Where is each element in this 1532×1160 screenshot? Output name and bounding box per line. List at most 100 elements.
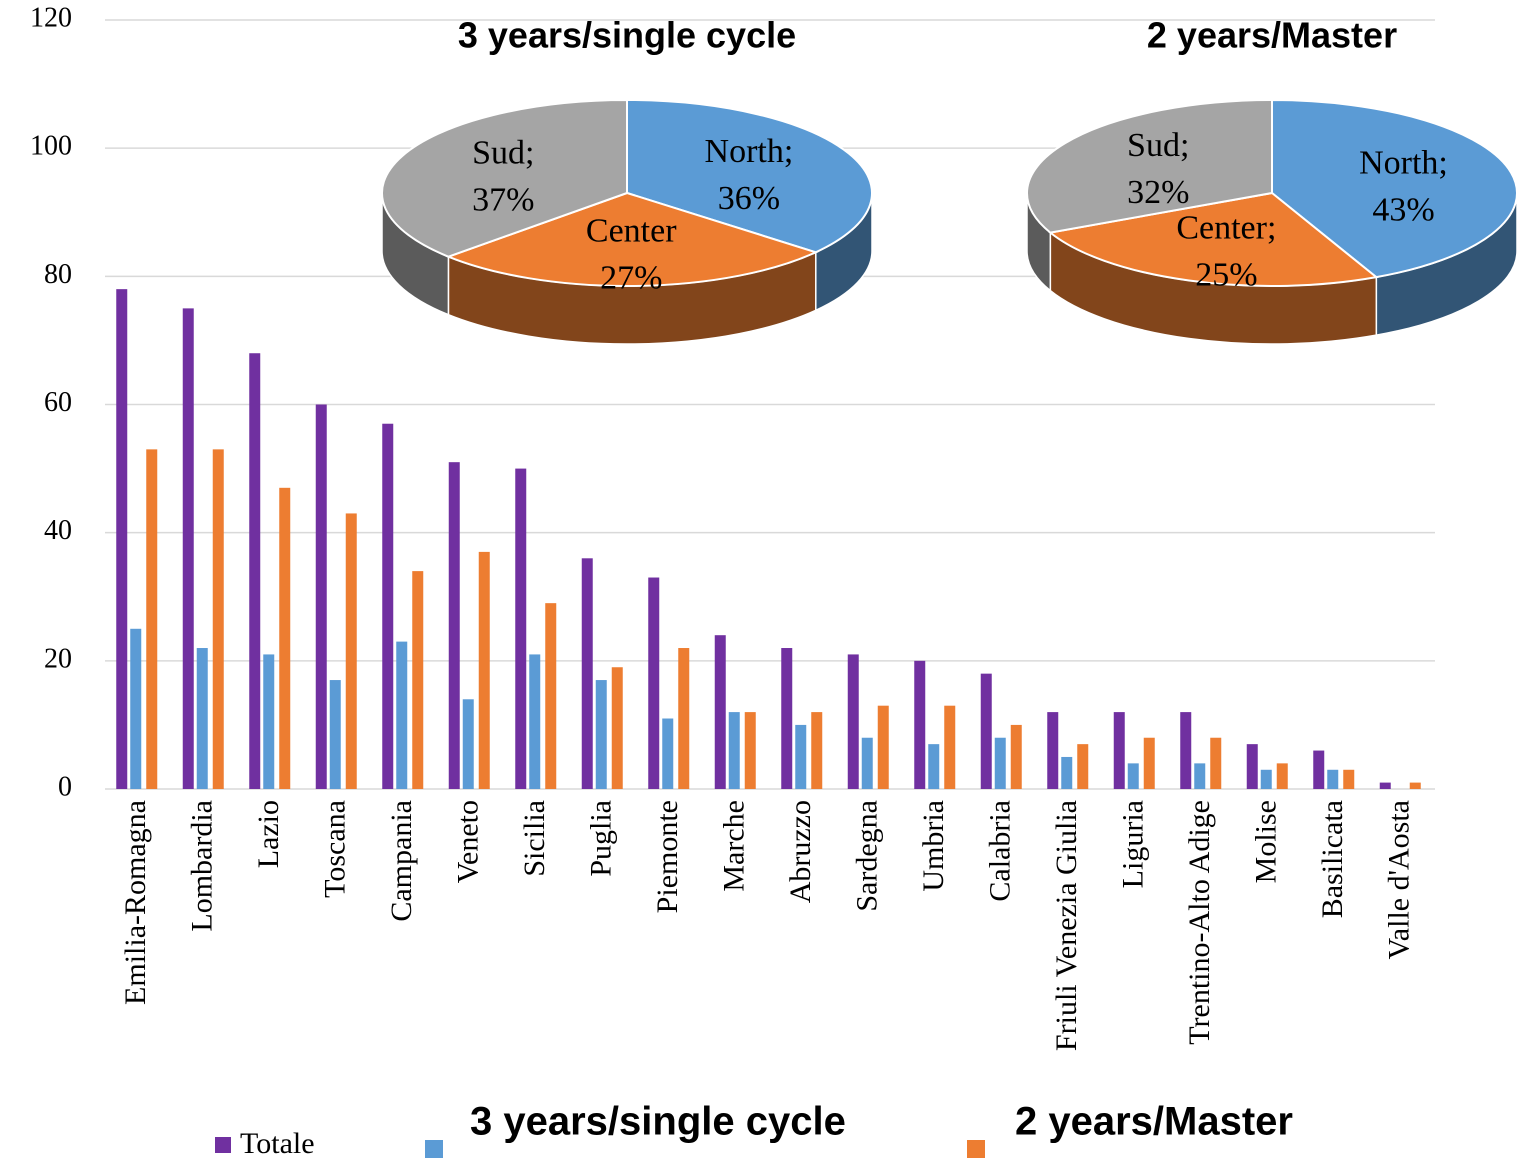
bar (861, 737, 873, 789)
bar (811, 712, 823, 789)
bar (1180, 712, 1192, 789)
x-tick-label: Toscana (319, 800, 352, 898)
bar (781, 648, 793, 789)
bar (1327, 769, 1339, 789)
bar (396, 641, 408, 789)
bar (345, 513, 357, 789)
bar (412, 571, 424, 789)
pie-value-label: 32% (1127, 174, 1189, 211)
bar (1260, 769, 1272, 789)
x-tick-label: Puglia (585, 800, 618, 877)
pie-label: Sud; (472, 135, 534, 172)
pie-label: Center (586, 213, 677, 250)
bar (478, 551, 490, 789)
x-tick-label: Lazio (252, 800, 285, 868)
y-tick-label: 120 (30, 2, 72, 33)
y-tick-label: 100 (30, 131, 72, 162)
x-tick-label: Marche (718, 800, 751, 892)
x-tick-label: Liguria (1117, 800, 1150, 888)
bar (1343, 769, 1355, 789)
bar (1313, 750, 1325, 789)
bar (529, 654, 541, 789)
bar (744, 712, 756, 789)
bar (944, 705, 956, 789)
x-tick-label: Molise (1250, 800, 1283, 883)
legend: Totale 3 years/single cycle 2 years/Master (215, 1100, 1293, 1160)
y-tick-label: 0 (58, 771, 72, 802)
bar (315, 404, 327, 789)
x-tick-label: Umbria (917, 800, 950, 892)
bar (116, 289, 128, 789)
bar (1379, 782, 1391, 789)
bar (914, 660, 926, 789)
bar (581, 558, 593, 789)
bar (714, 635, 726, 789)
bar (382, 423, 394, 789)
x-tick-label: Valle d'Aosta (1383, 800, 1416, 960)
bar (1210, 737, 1222, 789)
bar (1010, 724, 1022, 789)
pie-slice (1047, 191, 1379, 287)
pie-value-label: 25% (1195, 256, 1257, 293)
y-tick-label: 60 (44, 387, 72, 418)
bar (1276, 763, 1288, 789)
pie-value-label: 43% (1372, 192, 1434, 229)
legend-swatch (215, 1137, 231, 1153)
legend-label: 3 years/single cycle (470, 1100, 846, 1144)
bar (1194, 763, 1206, 789)
x-tick-label: Sardegna (851, 800, 884, 912)
pie-slice (1026, 98, 1273, 234)
x-tick-label: Lombardia (186, 800, 219, 932)
bar (648, 577, 660, 789)
bar (249, 353, 261, 789)
x-tick-label: Campania (385, 800, 418, 922)
bar (980, 673, 992, 789)
bar (515, 468, 527, 789)
x-tick-label: Piemonte (651, 800, 684, 913)
bar (928, 744, 940, 789)
x-tick-label: Veneto (452, 800, 485, 883)
bar (1047, 712, 1059, 789)
bars (116, 289, 1421, 789)
bar (329, 680, 341, 789)
bar (1246, 744, 1258, 789)
bar (279, 487, 291, 789)
y-tick-label: 20 (44, 643, 72, 674)
bar (1409, 782, 1421, 789)
bar (545, 603, 557, 789)
x-tick-label: Calabria (984, 800, 1017, 902)
bar (595, 680, 607, 789)
bar (212, 449, 224, 789)
x-tick-label: Basilicata (1316, 800, 1349, 918)
legend-swatch (425, 1140, 443, 1158)
x-tick-label: Friuli Venezia Giulia (1050, 800, 1083, 1051)
bar (1077, 744, 1089, 789)
bar (662, 718, 674, 789)
pie-label: North; (1359, 145, 1448, 182)
pie-slice (626, 98, 873, 254)
bar (994, 737, 1006, 789)
bar (611, 667, 623, 789)
pies: 3 years/single cycle North; 36% Center 27% Su… (381, 15, 1518, 345)
pie-title: 2 years/Master (1147, 15, 1397, 56)
pie-title: 3 years/single cycle (458, 15, 796, 56)
x-tick-label: Trentino-Alto Adige (1183, 800, 1216, 1045)
bar (1113, 712, 1125, 789)
bar (130, 628, 142, 789)
pie-label: North; (705, 133, 794, 170)
pie-slice (1271, 98, 1518, 279)
bar (795, 724, 807, 789)
pie-value-label: 27% (600, 260, 662, 297)
category-labels: Emilia-Romagna Lombardia Lazio Toscana Campa… (119, 800, 1416, 1051)
bar (196, 648, 208, 789)
bar (1127, 763, 1139, 789)
pie-label: Center; (1176, 209, 1276, 246)
bar (847, 654, 859, 789)
bar (263, 654, 275, 789)
bar (182, 308, 194, 789)
y-tick-label: 80 (44, 259, 72, 290)
pie-slice (445, 191, 819, 287)
pie-slice (381, 98, 628, 258)
y-tick-label: 40 (44, 515, 72, 546)
legend-swatch (967, 1140, 985, 1158)
